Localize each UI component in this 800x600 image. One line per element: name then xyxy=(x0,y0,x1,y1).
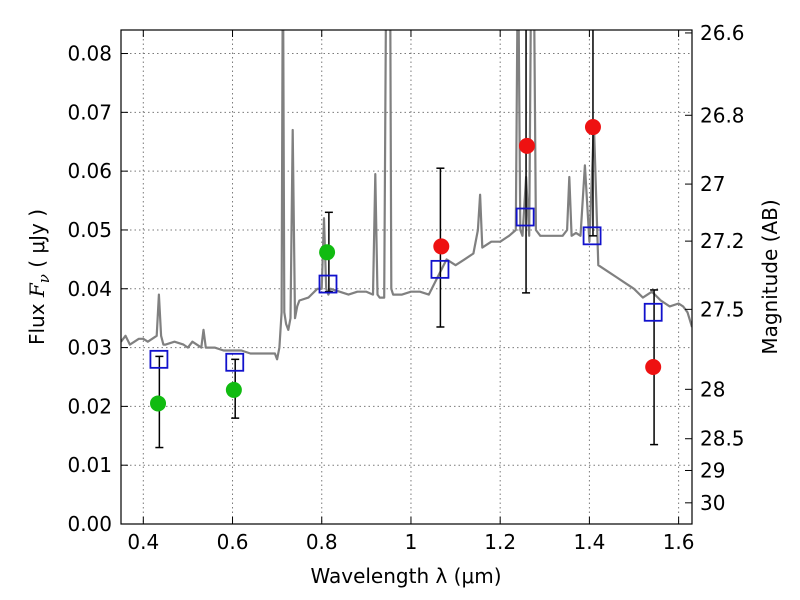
model-photometry-box xyxy=(515,207,535,227)
x-tick-label: 0.8 xyxy=(306,530,338,554)
red-photometry-point xyxy=(584,119,601,136)
y-tick-label: 0.05 xyxy=(67,218,112,242)
x-tick-label: 1 xyxy=(405,530,418,554)
y-tick-label: 0.06 xyxy=(67,159,112,183)
magnitude-tick-label: 29 xyxy=(700,458,725,482)
x-tick-label: 0.4 xyxy=(127,530,159,554)
magnitude-tick-label: 27.5 xyxy=(700,297,745,321)
y-tick-label: 0.02 xyxy=(67,394,112,418)
y-tick-label: 0.07 xyxy=(67,100,112,124)
green-photometry-point xyxy=(319,244,336,261)
red-photometry-point xyxy=(518,137,535,154)
y-axis-title-prefix: Flux xyxy=(25,297,49,345)
y-tick-label: 0.08 xyxy=(67,42,112,66)
red-photometry-point xyxy=(433,238,450,255)
y-axis-title-unit: ( μJy ) xyxy=(25,209,49,274)
y-tick-label: 0.03 xyxy=(67,336,112,360)
x-tick-label: 1.6 xyxy=(663,530,695,554)
plot-frame xyxy=(120,29,693,525)
x-axis-title: Wavelength λ (μm) xyxy=(310,564,501,588)
spectrum-layer xyxy=(121,30,692,361)
y-axis-title-symbol: F xyxy=(25,282,49,298)
magnitude-tick-label: 28 xyxy=(700,377,725,401)
y-tick-label: 0.01 xyxy=(67,453,112,477)
tick-layer xyxy=(121,30,692,525)
marker-layer xyxy=(149,119,663,412)
model-photometry-box xyxy=(318,274,338,294)
green-photometry-point xyxy=(150,395,167,412)
y-tick-label: 0.04 xyxy=(67,277,112,301)
red-photometry-point xyxy=(645,358,662,375)
green-photometry-point xyxy=(225,381,242,398)
y-axis-title: Flux Fν ( μJy ) xyxy=(25,209,53,345)
label-layer: 0.4 0.6 0.8 1 1.2 1.4 1.6 0.00 0.01 0.02 0.03 0.04 0… xyxy=(67,21,744,554)
magnitude-tick-label: 27.2 xyxy=(700,229,745,253)
y-tick-label: 0.00 xyxy=(67,512,112,536)
y2-axis-title: Magnitude (AB) xyxy=(758,199,782,354)
x-tick-label: 1.2 xyxy=(484,530,516,554)
y-axis-title-subscript: ν xyxy=(35,274,53,283)
model-photometry-box xyxy=(430,259,450,279)
x-tick-label: 1.4 xyxy=(573,530,605,554)
spectrum-line xyxy=(121,30,692,361)
magnitude-tick-label: 26.6 xyxy=(700,21,745,45)
magnitude-tick-label: 30 xyxy=(700,491,725,515)
model-photometry-box xyxy=(149,349,169,369)
magnitude-tick-label: 27 xyxy=(700,172,725,196)
model-photometry-box xyxy=(225,352,245,372)
magnitude-tick-label: 26.8 xyxy=(700,103,745,127)
model-photometry-box xyxy=(643,302,663,322)
magnitude-tick-label: 28.5 xyxy=(700,427,745,451)
x-tick-label: 0.6 xyxy=(217,530,249,554)
model-photometry-box xyxy=(582,226,602,246)
